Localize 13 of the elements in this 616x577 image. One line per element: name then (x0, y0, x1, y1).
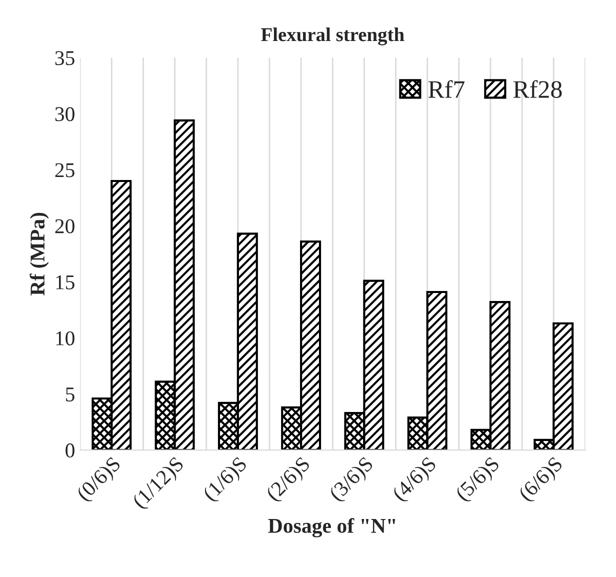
y-tick-label: 20 (55, 219, 74, 234)
y-tick-label: 35 (55, 51, 74, 66)
y-tick-label: 25 (55, 163, 74, 178)
y-tick-label: 15 (56, 275, 74, 290)
y-tick-label: 30 (55, 107, 74, 122)
legend-label: Rf28 (513, 80, 562, 98)
x-axis-title: Dosage of "N" (268, 518, 396, 538)
y-axis-title: Rf (MPa) (30, 212, 49, 296)
y-tick-label: 5 (66, 388, 74, 402)
y-tick-label: 0 (66, 443, 74, 458)
legend-label: Rf7 (428, 80, 464, 98)
chart-title: Flexural strength (261, 28, 404, 46)
y-tick-label: 10 (56, 331, 74, 346)
